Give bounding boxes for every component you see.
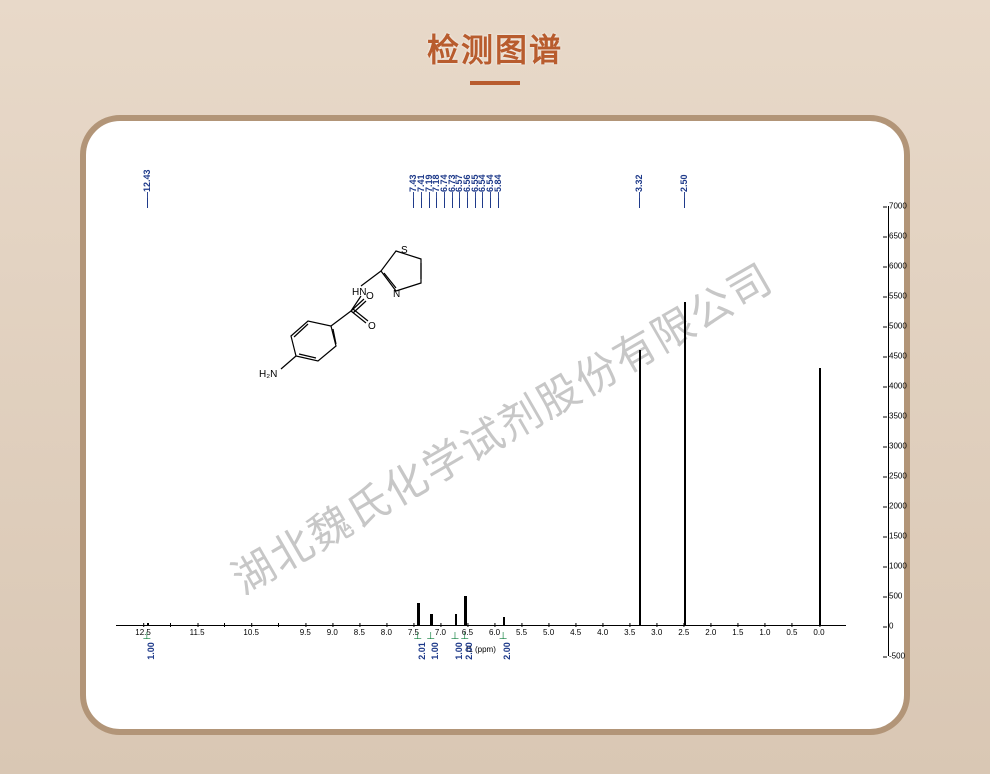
x-tick: 5.0 bbox=[543, 628, 554, 637]
x-tick: 3.0 bbox=[651, 628, 662, 637]
y-tick: 2500 bbox=[889, 472, 907, 481]
chart-frame: 湖北魏氏化学试剂股份有限公司 —12.43—7.43—7.41—7.19—7.1… bbox=[80, 115, 910, 735]
peak-label: —12.43 bbox=[142, 169, 152, 201]
y-tick: 0 bbox=[889, 622, 893, 631]
x-tick: 5.5 bbox=[516, 628, 527, 637]
y-tick: 2000 bbox=[889, 502, 907, 511]
y-tick: 5000 bbox=[889, 322, 907, 331]
y-tick: 6000 bbox=[889, 262, 907, 271]
x-axis: 12.511.510.59.59.08.58.07.57.06.56.05.55… bbox=[116, 626, 846, 641]
x-tick: 8.0 bbox=[381, 628, 392, 637]
integral-label: 1.00 bbox=[429, 642, 439, 660]
chart-area: 湖北魏氏化学试剂股份有限公司 —12.43—7.43—7.41—7.19—7.1… bbox=[116, 146, 886, 706]
y-tick: 4500 bbox=[889, 352, 907, 361]
y-tick: -500 bbox=[889, 652, 905, 661]
integral-mark: ⊥ bbox=[451, 631, 460, 642]
spectrum-peak bbox=[503, 617, 505, 626]
x-tick: 2.0 bbox=[705, 628, 716, 637]
y-tick: 500 bbox=[889, 592, 902, 601]
x-tick: 7.0 bbox=[435, 628, 446, 637]
integral-label: 2.00 bbox=[502, 642, 512, 660]
x-tick: 8.5 bbox=[354, 628, 365, 637]
plot-region: 12.511.510.59.59.08.58.07.57.06.56.05.55… bbox=[116, 206, 846, 656]
x-tick: 2.5 bbox=[678, 628, 689, 637]
y-tick: 3000 bbox=[889, 442, 907, 451]
spectrum-peak bbox=[431, 614, 433, 626]
x-tick: 0.0 bbox=[813, 628, 824, 637]
spectrum-peak bbox=[639, 350, 641, 626]
x-tick: 4.0 bbox=[597, 628, 608, 637]
integral-label: 1.00 bbox=[146, 642, 156, 660]
y-axis: 7000650060005500500045004000350030002500… bbox=[886, 206, 926, 656]
x-tick: 3.5 bbox=[624, 628, 635, 637]
spectrum-peak bbox=[418, 603, 420, 626]
y-tick: 7000 bbox=[889, 202, 907, 211]
spectrum-peak bbox=[684, 302, 686, 626]
x-tick: 1.0 bbox=[759, 628, 770, 637]
y-tick: 1000 bbox=[889, 562, 907, 571]
x-tick: 9.0 bbox=[327, 628, 338, 637]
x-tick: 11.5 bbox=[190, 628, 205, 637]
integral-mark: ⊥ bbox=[460, 631, 469, 642]
integral-label: 1.00 bbox=[454, 642, 464, 660]
title-underline bbox=[470, 81, 520, 85]
y-tick: 4000 bbox=[889, 382, 907, 391]
page-title: 检测图谱 bbox=[0, 0, 990, 71]
integral-label: 2.00 bbox=[464, 642, 474, 660]
y-tick: 6500 bbox=[889, 232, 907, 241]
y-tick: 3500 bbox=[889, 412, 907, 421]
spectrum-peak bbox=[819, 368, 821, 626]
integral-mark: ⊥ bbox=[413, 631, 422, 642]
x-tick: 0.5 bbox=[786, 628, 797, 637]
y-tick: 5500 bbox=[889, 292, 907, 301]
x-tick: 1.5 bbox=[732, 628, 743, 637]
x-tick: 10.5 bbox=[243, 628, 259, 637]
x-tick: 4.5 bbox=[570, 628, 581, 637]
integral-mark: ⊥ bbox=[426, 631, 435, 642]
spectrum-peak bbox=[465, 596, 467, 626]
y-tick: 1500 bbox=[889, 532, 907, 541]
x-tick: 9.5 bbox=[300, 628, 311, 637]
integral-mark: ⊥ bbox=[499, 631, 508, 642]
integral-mark: ⊥ bbox=[142, 631, 151, 642]
spectrum-peak bbox=[455, 614, 457, 626]
integral-label: 2.01 bbox=[416, 642, 426, 660]
